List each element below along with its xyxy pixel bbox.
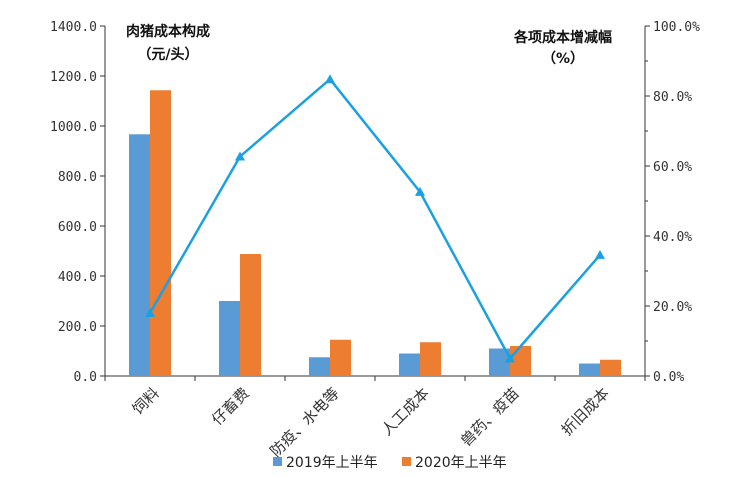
left-axis-title-line2: （元/头） <box>137 46 198 63</box>
bar-2020-5 <box>600 359 621 376</box>
right-tick-label: 0.0% <box>653 370 684 385</box>
bar-2020-3 <box>420 342 441 376</box>
category-labels: 饲料 仔畜费 防疫、水电等 人工成本 兽药、疫苗 折旧成本 <box>104 376 646 460</box>
bar-2019-2 <box>309 357 330 376</box>
bar-2019-3 <box>399 353 420 376</box>
line-marker-1 <box>235 151 245 161</box>
line-marker-2 <box>325 74 335 84</box>
right-tick-label: 20.0% <box>653 300 692 315</box>
right-axis-title-line1: 各项成本增减幅 <box>513 29 612 46</box>
bar-2019-5 <box>579 363 600 376</box>
left-tick-label: 600.0 <box>58 220 97 235</box>
left-tick-label: 1000.0 <box>50 120 97 135</box>
legend-label-2019: 2019年上半年 <box>286 455 378 471</box>
left-axis-title-line1: 肉猪成本构成 <box>126 23 210 40</box>
legend: 2019年上半年 2020年上半年 <box>273 455 507 471</box>
category-label: 折旧成本 <box>558 384 613 439</box>
left-tick-label: 0.0 <box>74 370 97 385</box>
right-tick-label: 60.0% <box>653 160 692 175</box>
line-marker-0 <box>145 308 155 317</box>
bar-series <box>129 90 621 376</box>
right-axis-title-line2: （%） <box>542 51 584 67</box>
category-label: 人工成本 <box>378 384 433 439</box>
bar-2019-0 <box>129 134 150 376</box>
right-tick-label: 40.0% <box>653 230 692 245</box>
legend-swatch-2020 <box>402 457 411 466</box>
left-tick-label: 200.0 <box>58 320 97 335</box>
left-tick-label: 400.0 <box>58 270 97 285</box>
bar-2019-4 <box>489 348 510 376</box>
legend-swatch-2019 <box>273 457 282 466</box>
line-change-rate <box>148 77 601 360</box>
line-marker-5 <box>595 249 605 259</box>
category-label: 仔畜费 <box>208 384 253 429</box>
category-label: 兽药、疫苗 <box>457 384 523 450</box>
bar-2019-1 <box>219 301 240 376</box>
bar-2020-1 <box>240 254 261 376</box>
left-axis-ticks: 0.0 200.0 400.0 600.0 800.0 1000.0 1200.0 1400.… <box>50 20 105 385</box>
right-axis-ticks: 0.0% 20.0% 40.0% 60.0% 80.0% 100.0% <box>645 20 700 385</box>
line-series <box>145 74 605 363</box>
bar-2020-2 <box>330 339 351 376</box>
line-marker-3 <box>415 186 425 196</box>
line-marker-4 <box>505 353 515 363</box>
category-label: 防疫、水电等 <box>266 384 342 460</box>
category-label: 饲料 <box>129 384 163 418</box>
left-tick-label: 1200.0 <box>50 70 97 85</box>
right-tick-label: 100.0% <box>653 20 700 35</box>
left-tick-label: 1400.0 <box>50 20 97 35</box>
bar-2020-0 <box>150 90 171 376</box>
left-tick-label: 800.0 <box>58 170 97 185</box>
legend-label-2020: 2020年上半年 <box>415 455 507 471</box>
right-tick-label: 80.0% <box>653 90 692 105</box>
